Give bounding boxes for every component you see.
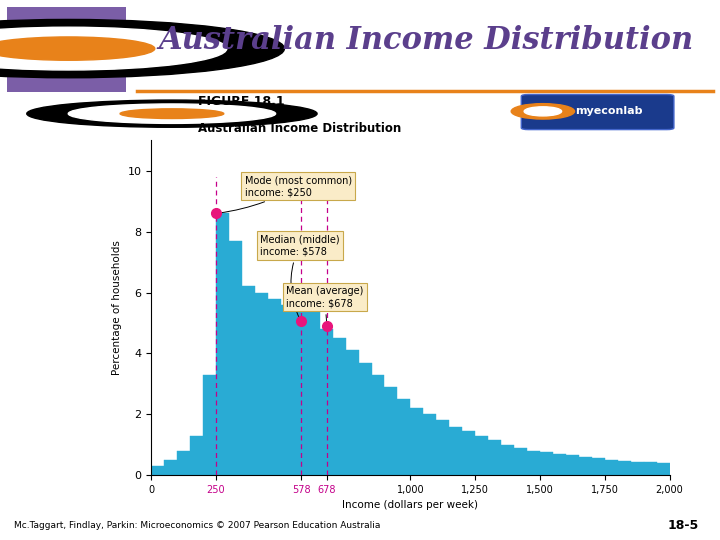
Bar [203, 375, 216, 475]
Bar [216, 213, 229, 475]
Bar [177, 451, 190, 475]
Circle shape [0, 37, 155, 60]
Bar [423, 414, 436, 475]
Bar [372, 375, 384, 475]
Y-axis label: Percentage of households: Percentage of households [112, 240, 122, 375]
FancyBboxPatch shape [521, 94, 674, 130]
Circle shape [511, 104, 575, 119]
Text: Mode (most common)
income: $250: Mode (most common) income: $250 [219, 176, 351, 213]
Bar [359, 362, 372, 475]
FancyBboxPatch shape [7, 7, 126, 92]
Bar [566, 455, 579, 475]
Text: 18-5: 18-5 [667, 518, 698, 532]
Bar [605, 460, 618, 475]
Bar [333, 338, 346, 475]
Bar [268, 299, 281, 475]
Circle shape [27, 100, 317, 127]
Bar [410, 408, 423, 475]
Text: Australian Income Distribution: Australian Income Distribution [158, 25, 693, 56]
Bar [281, 305, 294, 475]
Bar [294, 308, 307, 475]
Bar [229, 241, 242, 475]
Text: Australian Income Distribution: Australian Income Distribution [198, 122, 401, 135]
Bar [320, 329, 333, 475]
Bar [190, 436, 203, 475]
Bar [553, 454, 566, 475]
Circle shape [524, 107, 562, 116]
Text: FIGURE 18.1: FIGURE 18.1 [198, 95, 284, 108]
Bar [657, 463, 670, 475]
Circle shape [0, 27, 227, 70]
Bar [346, 350, 359, 475]
Bar [164, 460, 177, 475]
Bar [579, 457, 592, 475]
X-axis label: Income (dollars per week): Income (dollars per week) [343, 501, 478, 510]
Circle shape [0, 19, 284, 78]
Bar [618, 461, 631, 475]
Bar [488, 440, 501, 475]
Bar [540, 453, 553, 475]
Text: myeconlab: myeconlab [575, 106, 643, 116]
Text: Mc.Taggart, Findlay, Parkin: Microeconomics © 2007 Pearson Education Australia: Mc.Taggart, Findlay, Parkin: Microeconom… [14, 521, 381, 530]
Circle shape [68, 104, 276, 123]
Circle shape [120, 109, 224, 119]
Bar [501, 445, 514, 475]
Bar [242, 287, 255, 475]
Bar [449, 427, 462, 475]
Bar [397, 399, 410, 475]
Bar [384, 387, 397, 475]
Bar [307, 306, 320, 475]
Bar [151, 466, 164, 475]
Bar [527, 451, 540, 475]
Bar [255, 293, 268, 475]
Bar [436, 421, 449, 475]
Bar [462, 431, 475, 475]
Text: Mean (average)
income: $678: Mean (average) income: $678 [286, 287, 364, 323]
Bar [475, 436, 488, 475]
Bar [631, 462, 644, 475]
Bar [514, 448, 527, 475]
Bar [592, 458, 605, 475]
Text: Median (middle)
income: $578: Median (middle) income: $578 [260, 235, 340, 319]
Bar [644, 462, 657, 475]
